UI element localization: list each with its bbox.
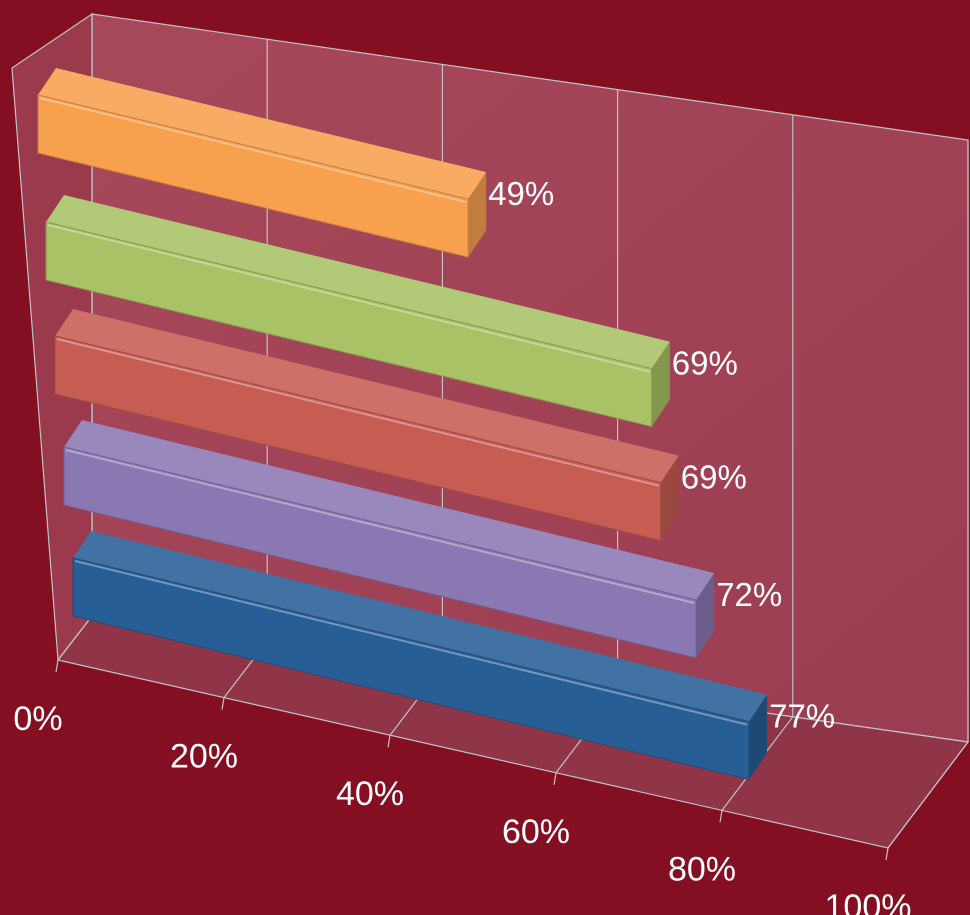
bar-end-face bbox=[651, 341, 670, 427]
bar-end-face bbox=[468, 172, 487, 258]
bar-highlight bbox=[74, 560, 748, 726]
bar-data-label: 69% bbox=[672, 345, 738, 382]
tick-mark bbox=[719, 810, 723, 823]
tick-mark bbox=[221, 697, 225, 710]
bar bbox=[54, 309, 679, 542]
tick-mark bbox=[55, 659, 59, 673]
x-tick-label: 20% bbox=[170, 738, 238, 776]
x-axis-tick-labels: 0% 20% 40% 60% 80% 100% bbox=[13, 700, 911, 915]
bar bbox=[37, 68, 487, 258]
bar-highlight bbox=[39, 97, 467, 204]
bar-highlight bbox=[47, 224, 651, 373]
x-tick-label: 60% bbox=[502, 813, 570, 851]
bar-top-face bbox=[64, 420, 715, 600]
tick-mark bbox=[885, 847, 889, 861]
tick-mark bbox=[387, 735, 391, 748]
bar-top-face bbox=[38, 68, 487, 200]
bar bbox=[63, 420, 715, 659]
bar-data-label: 77% bbox=[769, 698, 835, 735]
bar-end-face bbox=[696, 573, 715, 658]
gridline-floor bbox=[887, 741, 969, 849]
bar-end-face bbox=[660, 455, 679, 541]
data-labels: 49% 69% 69% 72% 77% bbox=[488, 175, 835, 735]
bar-top-face bbox=[73, 531, 768, 722]
x-tick-label: 40% bbox=[336, 775, 404, 813]
tick-mark bbox=[553, 772, 557, 785]
bar-highlight bbox=[65, 449, 695, 604]
x-tick-label: 80% bbox=[668, 850, 736, 888]
bar-end-face bbox=[749, 694, 768, 780]
bar-highlight bbox=[56, 338, 660, 487]
bar-data-label: 69% bbox=[681, 459, 747, 496]
bar-top-face bbox=[46, 195, 670, 369]
bar-data-label: 49% bbox=[488, 175, 554, 212]
gridline-floor bbox=[57, 615, 93, 661]
bar-data-label: 72% bbox=[716, 576, 782, 613]
x-tick-label: 0% bbox=[13, 700, 62, 738]
x-tick-label: 100% bbox=[825, 888, 912, 915]
bar bbox=[72, 531, 768, 781]
bars bbox=[37, 68, 768, 781]
bar bbox=[45, 195, 670, 428]
bar-top-face bbox=[55, 309, 679, 483]
